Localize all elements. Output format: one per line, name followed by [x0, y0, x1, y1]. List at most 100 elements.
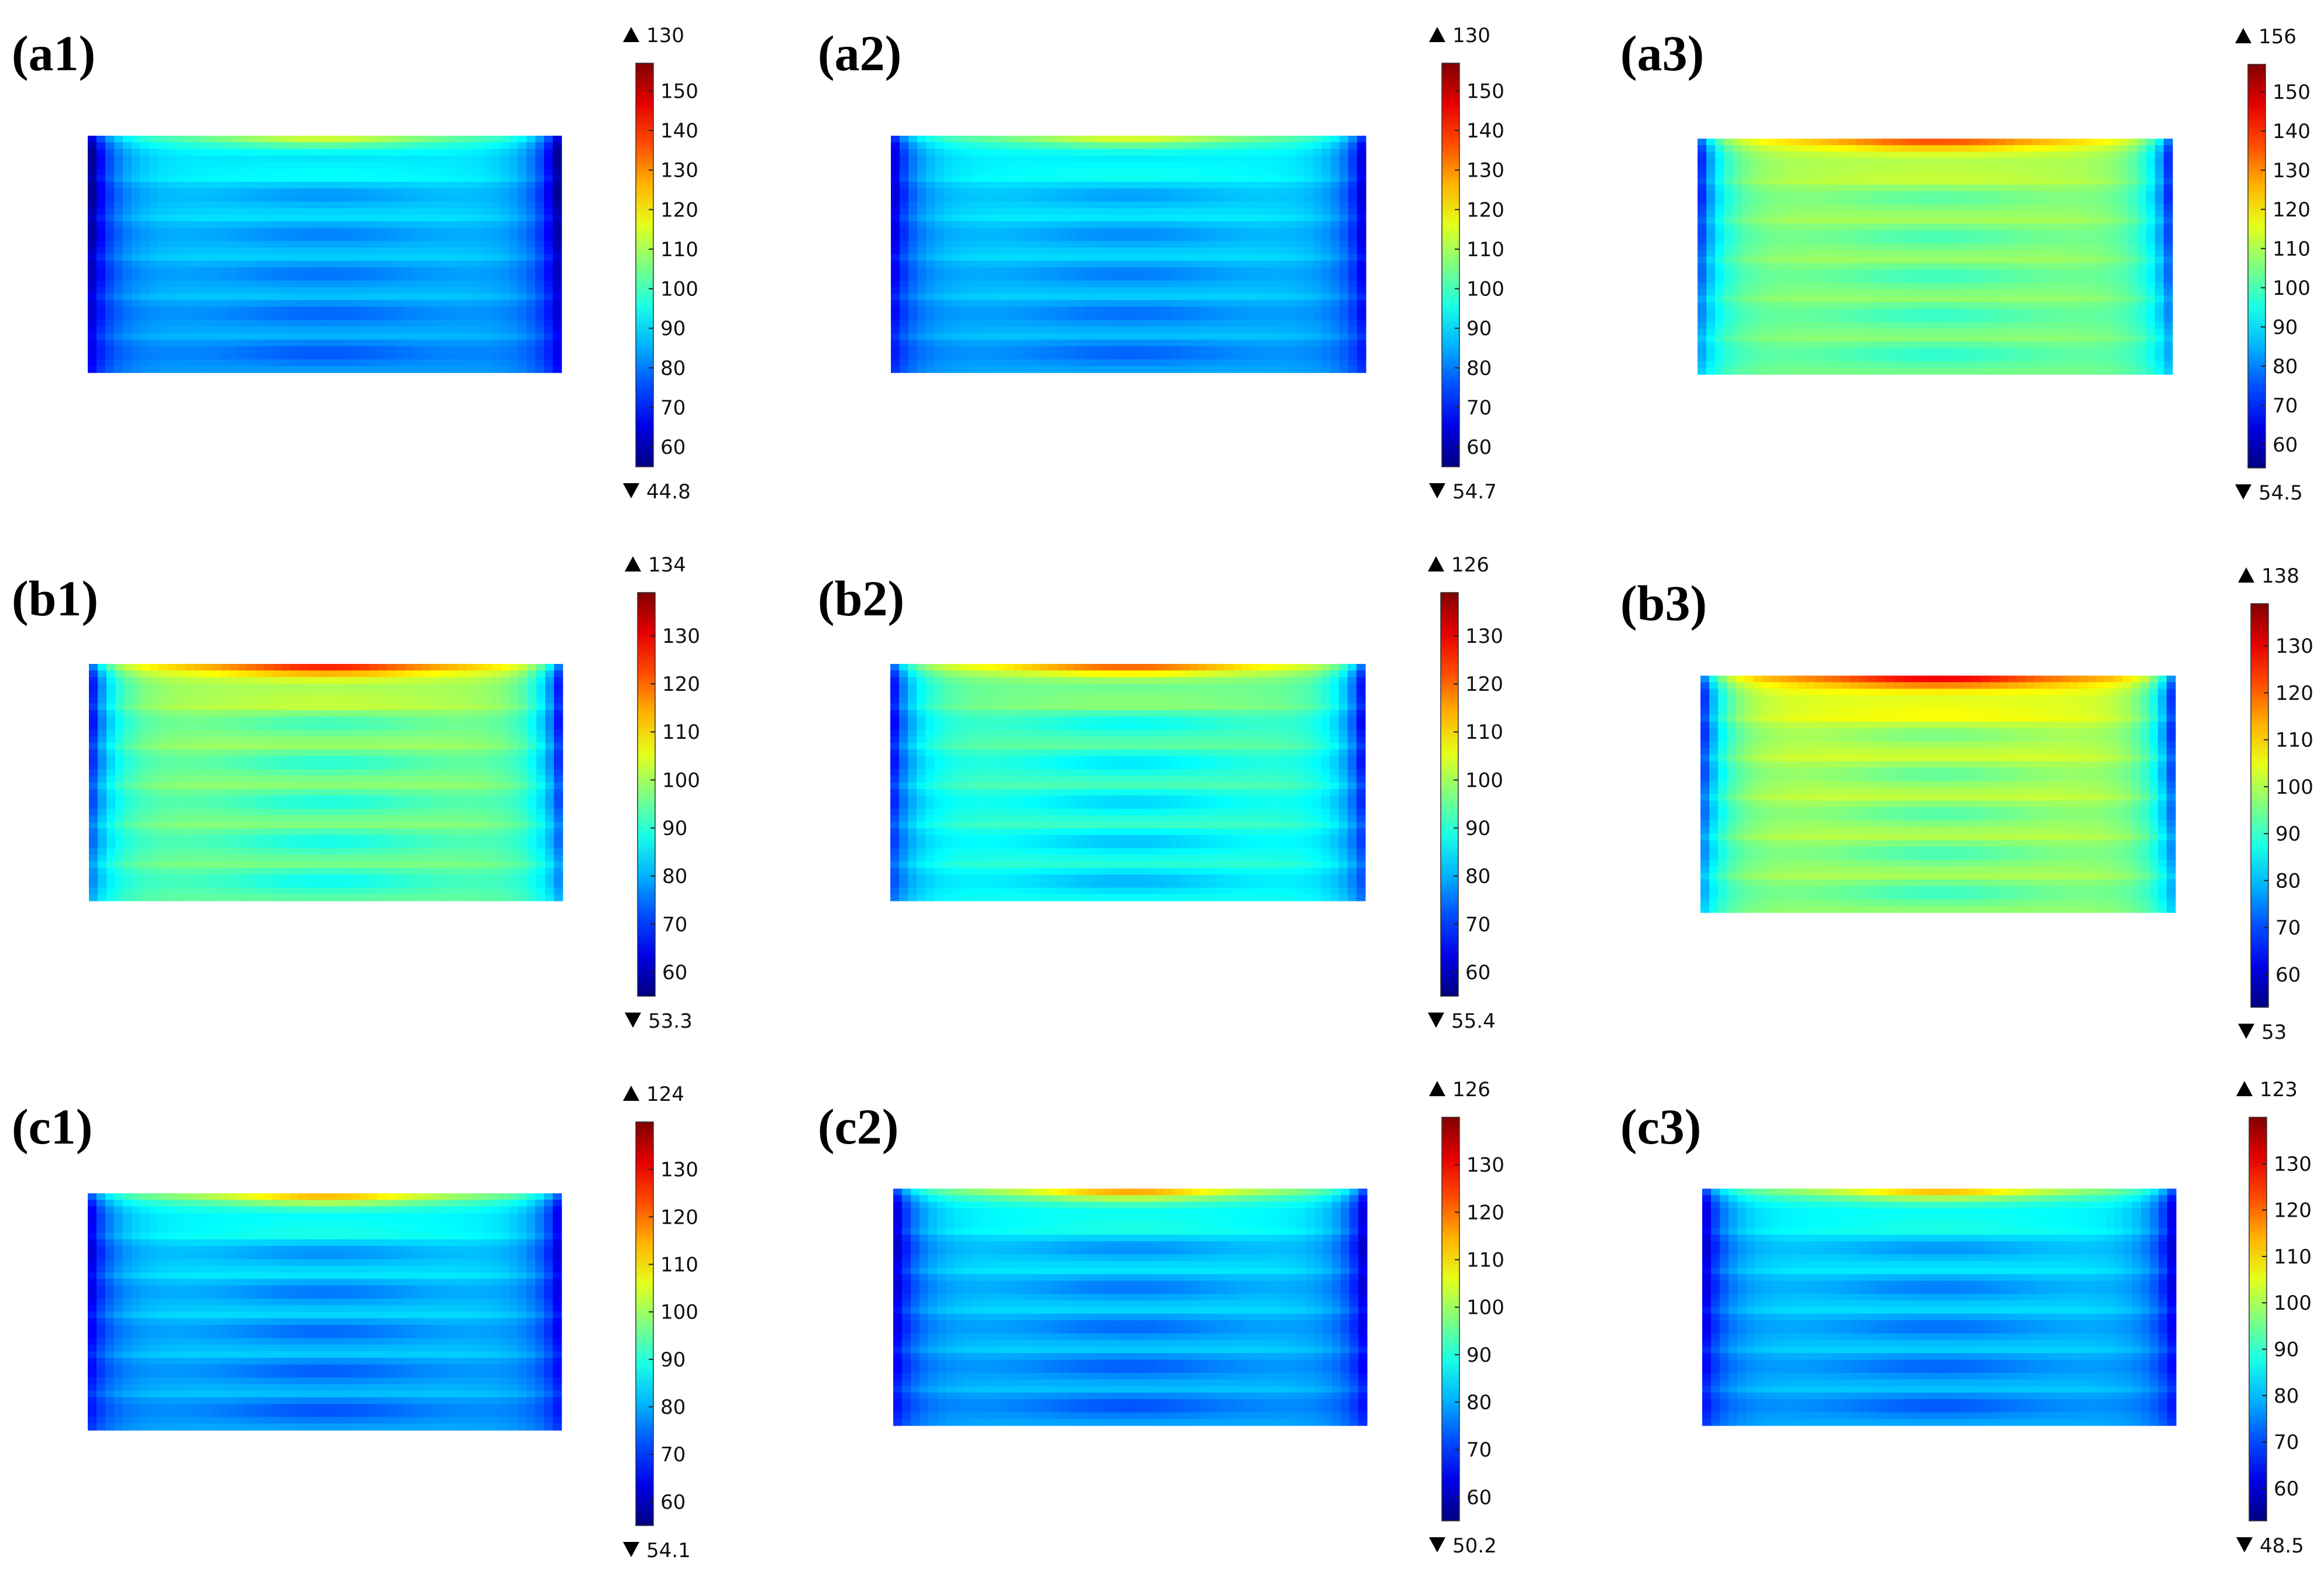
heatmap-cell [307, 228, 316, 235]
heatmap-cell [1321, 280, 1331, 288]
heatmap-cell [1812, 145, 1822, 152]
heatmap-cell [917, 353, 927, 360]
heatmap-cell [1251, 366, 1261, 373]
heatmap-cell [105, 247, 115, 255]
heatmap-cell [1321, 155, 1331, 163]
heatmap-cell [1820, 230, 1830, 237]
heatmap-cell [1260, 221, 1270, 229]
heatmap-cell [1199, 168, 1208, 176]
heatmap-cell [987, 175, 997, 183]
heatmap-cell [1295, 188, 1305, 195]
heatmap-cell [987, 142, 997, 150]
heatmap-cell [1741, 184, 1751, 192]
heatmap-cell [1110, 326, 1120, 334]
heatmap-cell [123, 155, 132, 163]
heatmap-cell [1172, 195, 1182, 202]
heatmap-cell [1022, 346, 1032, 353]
heatmap-cell [1146, 208, 1155, 215]
heatmap-cell [900, 313, 909, 321]
heatmap-cell [184, 307, 194, 314]
heatmap-cell [132, 307, 141, 314]
heatmap-cell [184, 201, 194, 209]
heatmap-cell [412, 339, 422, 347]
heatmap-cell [491, 181, 501, 189]
heatmap-cell [1759, 191, 1768, 198]
heatmap-cell [1172, 346, 1182, 353]
heatmap-cell [1304, 353, 1314, 360]
heatmap-cell [509, 254, 518, 261]
heatmap-cell [421, 247, 431, 255]
heatmap-cell [2093, 211, 2103, 218]
heatmap-cell [404, 287, 413, 294]
heatmap-cell [891, 359, 900, 367]
heatmap-cell [535, 326, 545, 334]
heatmap-cell [97, 307, 106, 314]
colorbar-tick-label: 100 [1466, 278, 1504, 301]
heatmap-cell [474, 339, 483, 347]
colorbar-tick-label: 60 [1466, 436, 1492, 459]
heatmap-cell [1058, 181, 1068, 189]
heatmap-cell [1101, 353, 1111, 360]
heatmap-cell [1058, 287, 1068, 294]
heatmap-cell [979, 136, 989, 143]
heatmap-cell [2119, 211, 2129, 218]
heatmap-cell [246, 195, 255, 202]
heatmap-cell [88, 162, 97, 169]
heatmap-cell [491, 241, 501, 248]
heatmap-cell [211, 339, 220, 347]
heatmap-cell [1216, 280, 1226, 288]
heatmap-cell [2049, 230, 2059, 237]
heatmap-cell [421, 326, 431, 334]
heatmap-cell [1260, 366, 1270, 373]
heatmap-cell [2093, 256, 2103, 264]
heatmap-cell [2102, 217, 2112, 225]
heatmap-cell [1768, 211, 1777, 218]
heatmap-cell [2110, 139, 2120, 146]
heatmap-cell [184, 188, 194, 195]
heatmap-cell [1829, 152, 1839, 159]
heatmap-cell [1190, 353, 1199, 360]
heatmap-cell [149, 339, 159, 347]
heatmap-cell [917, 168, 927, 176]
heatmap-cell [1260, 241, 1270, 248]
heatmap-cell [1225, 260, 1235, 268]
heatmap-cell [456, 247, 466, 255]
heatmap-cell [1181, 294, 1190, 301]
heatmap-cell [970, 175, 979, 183]
heatmap-cell [891, 215, 900, 222]
heatmap-cell [175, 188, 185, 195]
heatmap-cell [1321, 195, 1331, 202]
heatmap-cell [1022, 241, 1032, 248]
heatmap-cell [944, 333, 953, 340]
heatmap-cell [987, 254, 997, 261]
heatmap-cell [996, 142, 1006, 150]
heatmap-cell [944, 307, 953, 314]
heatmap-cell [237, 320, 246, 327]
heatmap-cell [1075, 300, 1085, 308]
heatmap-cell [500, 294, 509, 301]
heatmap-cell [1278, 155, 1287, 163]
heatmap-cell [1278, 359, 1287, 367]
heatmap-cell [228, 346, 237, 353]
heatmap-cell [518, 142, 527, 150]
heatmap-cell [290, 339, 299, 347]
heatmap-cell [342, 168, 352, 176]
heatmap-cell [2049, 158, 2059, 166]
heatmap-cell [1838, 236, 1848, 244]
heatmap-cell [1917, 211, 1927, 218]
heatmap-cell [1339, 136, 1349, 143]
heatmap-cell [1181, 307, 1190, 314]
heatmap-cell [377, 168, 387, 176]
heatmap-cell [290, 260, 299, 268]
heatmap-cell [1207, 142, 1217, 150]
heatmap-cell [1706, 171, 1716, 178]
heatmap-cell [1163, 149, 1173, 156]
heatmap-cell [1242, 333, 1252, 340]
heatmap-cell [1278, 228, 1287, 235]
heatmap-cell [1269, 221, 1279, 229]
heatmap-cell [979, 359, 989, 367]
heatmap-cell [1321, 313, 1331, 321]
heatmap-cell [1348, 208, 1358, 215]
heatmap-cell [202, 274, 211, 281]
heatmap-cell [149, 359, 159, 367]
